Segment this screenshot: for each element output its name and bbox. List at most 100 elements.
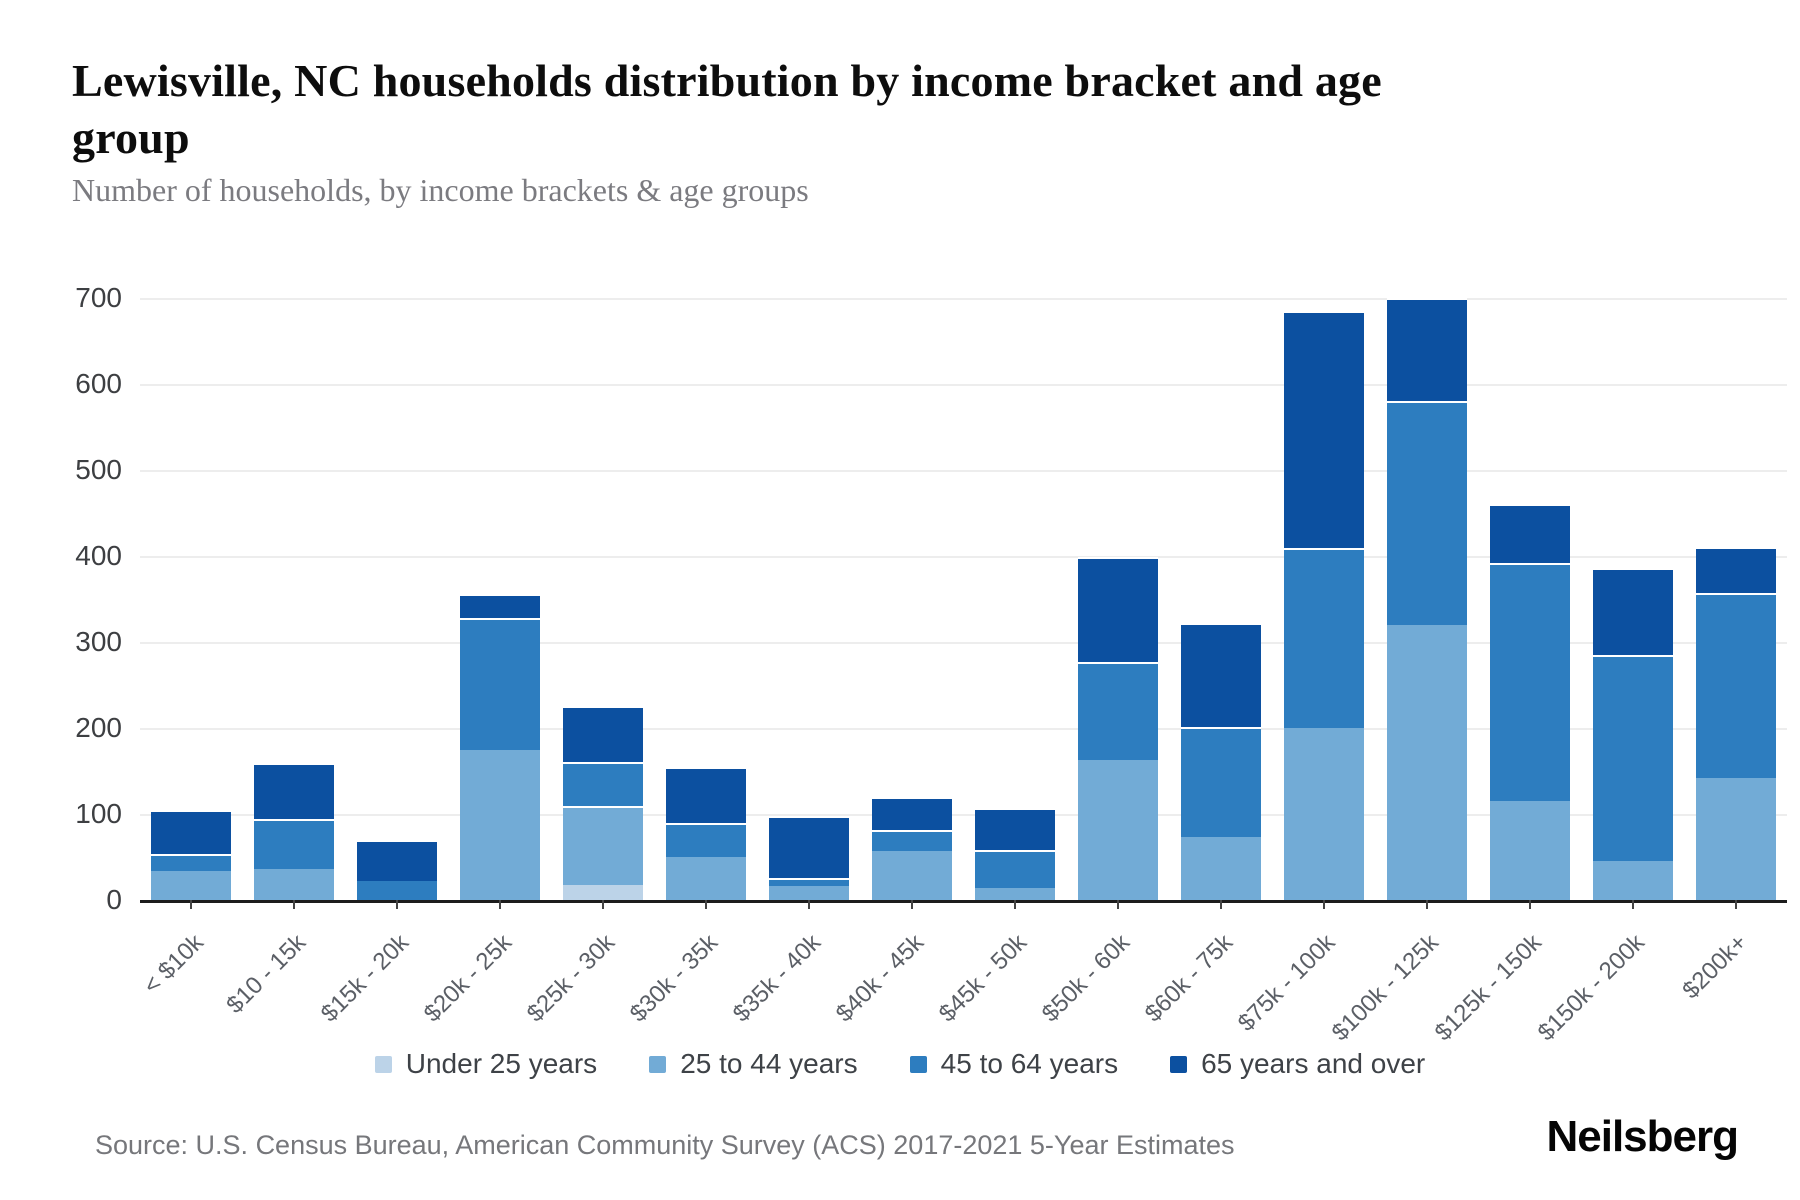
gridline-300	[140, 642, 1787, 644]
bar-segment[interactable]	[1386, 401, 1467, 625]
bar-segment[interactable]	[1695, 593, 1776, 778]
legend-item-45-to-64-years[interactable]: 45 to 64 years	[909, 1048, 1118, 1080]
y-axis-tick-label-700: 700	[75, 282, 122, 313]
bar-segment[interactable]	[1592, 861, 1673, 900]
bar-segment[interactable]	[1077, 556, 1158, 662]
bar-segment[interactable]	[1386, 624, 1467, 900]
x-axis-tick	[602, 900, 605, 909]
x-axis-tick	[293, 900, 296, 909]
bar-75k-100k[interactable]	[1283, 310, 1364, 900]
bar-50k-60k[interactable]	[1077, 556, 1158, 900]
bar-segment[interactable]	[1180, 623, 1261, 728]
bar-segment[interactable]	[769, 877, 850, 887]
y-axis-tick-label-400: 400	[75, 540, 122, 571]
bar-segment[interactable]	[460, 617, 541, 751]
bar-segment[interactable]	[1489, 562, 1570, 802]
bar-segment[interactable]	[460, 750, 541, 900]
x-axis-tick	[499, 900, 502, 909]
bar-125k-150k[interactable]	[1489, 504, 1570, 900]
bar-segment[interactable]	[563, 705, 644, 762]
bar-60k-75k[interactable]	[1180, 623, 1261, 900]
bar-segment[interactable]	[974, 887, 1055, 900]
bar-segment[interactable]	[1386, 298, 1467, 402]
bar-segment[interactable]	[1180, 837, 1261, 900]
bar-segment[interactable]	[1077, 661, 1158, 760]
bar-segment[interactable]	[563, 885, 644, 900]
bar-segment[interactable]	[872, 850, 953, 900]
bar-20k-25k[interactable]	[460, 593, 541, 900]
x-axis-tick-label: $125k - 150k	[1429, 929, 1547, 1047]
bar-15k-20k[interactable]	[357, 839, 438, 900]
bar-segment[interactable]	[769, 886, 850, 900]
x-axis-tick-label: $60k - 75k	[1139, 929, 1238, 1028]
legend-label: 25 to 44 years	[680, 1048, 858, 1079]
bar-segment[interactable]	[1592, 568, 1673, 655]
bar-segment[interactable]	[254, 819, 335, 870]
x-axis-tick	[1013, 900, 1016, 909]
bar-10k[interactable]	[151, 809, 232, 900]
x-axis-tick-label: $30k - 35k	[624, 929, 724, 1028]
bar-segment[interactable]	[1489, 504, 1570, 563]
x-axis-tick	[808, 900, 811, 909]
bar-segment[interactable]	[872, 796, 953, 831]
legend-label: Under 25 years	[405, 1048, 598, 1079]
bar-segment[interactable]	[1077, 759, 1158, 900]
x-axis-tick-label: $35k - 40k	[727, 929, 827, 1028]
bar-segment[interactable]	[1283, 728, 1364, 900]
legend-item-25-to-44-years[interactable]: 25 to 44 years	[649, 1048, 858, 1080]
bar-150k-200k[interactable]	[1592, 568, 1673, 900]
bar-segment[interactable]	[1283, 548, 1364, 728]
x-axis-tick	[1425, 900, 1428, 909]
bar-segment[interactable]	[151, 870, 232, 900]
bar-segment[interactable]	[1283, 310, 1364, 549]
bar-segment[interactable]	[769, 815, 850, 878]
legend-item-under-25-years[interactable]: Under 25 years	[374, 1048, 598, 1080]
bar-segment[interactable]	[974, 850, 1055, 888]
bar-segment[interactable]	[563, 806, 644, 886]
x-axis-tick-label: $40k - 45k	[830, 929, 930, 1028]
bar-segment[interactable]	[1695, 546, 1776, 593]
bar-10-15k[interactable]	[254, 763, 335, 900]
y-axis-tick-label-200: 200	[75, 712, 122, 743]
y-axis-tick-label-0: 0	[106, 884, 122, 915]
bar-segment[interactable]	[1489, 801, 1570, 900]
bar-segment[interactable]	[1180, 727, 1261, 838]
bar-segment[interactable]	[357, 839, 438, 882]
bar-segment[interactable]	[974, 808, 1055, 851]
bar-segment[interactable]	[666, 823, 747, 857]
bar-segment[interactable]	[151, 854, 232, 871]
x-axis-tick-label: $50k - 60k	[1036, 929, 1135, 1028]
brand-logo: Neilsberg	[1546, 1112, 1739, 1161]
x-axis-tick	[705, 900, 708, 909]
legend-item-65-years-and-over[interactable]: 65 years and over	[1170, 1048, 1425, 1080]
bar-segment[interactable]	[357, 881, 438, 900]
bar-segment[interactable]	[254, 869, 335, 900]
bar-35k-40k[interactable]	[769, 815, 850, 900]
x-axis-tick	[190, 900, 193, 909]
bar-45k-50k[interactable]	[974, 808, 1055, 900]
bar-40k-45k[interactable]	[872, 796, 953, 900]
chart-legend: Under 25 years 25 to 44 years 45 to 64 yea…	[0, 1048, 1800, 1080]
bar-segment[interactable]	[666, 766, 747, 824]
y-axis-tick-label-300: 300	[75, 626, 122, 657]
bar-200k+[interactable]	[1695, 546, 1776, 900]
legend-swatch-icon	[374, 1055, 392, 1073]
x-axis-tick	[911, 900, 914, 909]
x-axis-tick	[1528, 900, 1531, 909]
bar-segment[interactable]	[460, 593, 541, 618]
bar-30k-35k[interactable]	[666, 766, 747, 900]
bar-segment[interactable]	[1695, 777, 1776, 900]
bar-segment[interactable]	[1592, 654, 1673, 862]
legend-swatch-icon	[649, 1055, 667, 1073]
bar-segment[interactable]	[872, 830, 953, 851]
x-axis-tick	[1322, 900, 1325, 909]
bar-segment[interactable]	[254, 763, 335, 820]
bar-segment[interactable]	[563, 761, 644, 807]
bar-25k-30k[interactable]	[563, 705, 644, 900]
bar-100k-125k[interactable]	[1386, 298, 1467, 900]
bar-segment[interactable]	[151, 809, 232, 855]
x-axis-tick-label: < $10k	[138, 929, 209, 1000]
page-subtitle: Number of households, by income brackets…	[72, 172, 809, 208]
y-axis-tick-label-100: 100	[75, 798, 122, 829]
bar-segment[interactable]	[666, 857, 747, 900]
